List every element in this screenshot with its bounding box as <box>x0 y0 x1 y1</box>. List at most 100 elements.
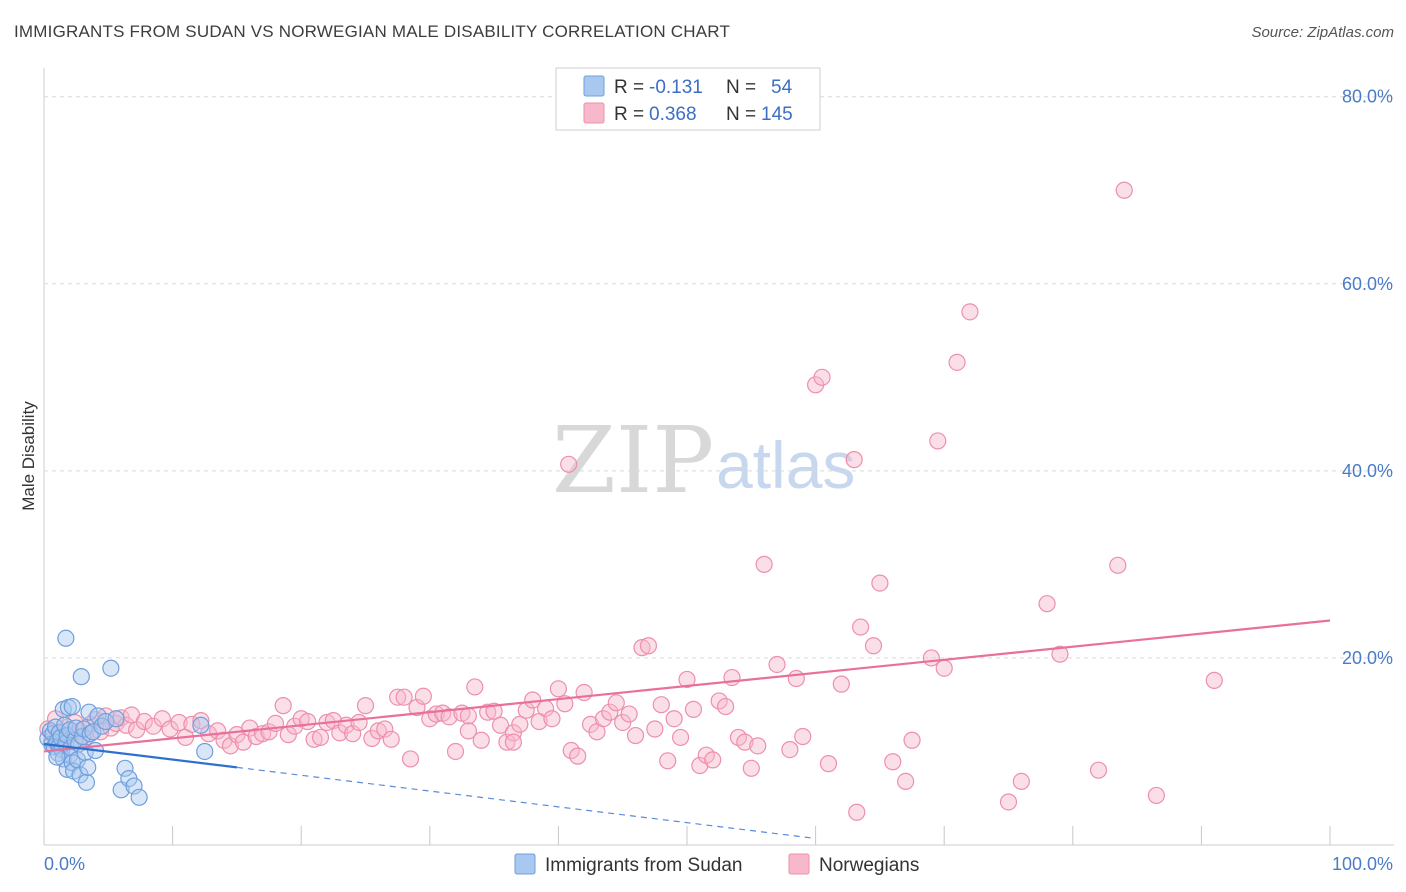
norwegians-point <box>170 713 188 732</box>
sudan-point <box>77 773 96 791</box>
norwegians-point <box>929 432 947 450</box>
norwegians-point <box>813 368 831 386</box>
norwegians-point <box>459 707 477 725</box>
norwegians-point <box>633 639 651 657</box>
sudan-point <box>125 777 143 795</box>
y-tick-label: 20.0% <box>1342 648 1393 668</box>
norwegians-point <box>1205 671 1223 689</box>
norwegians-point <box>274 697 292 715</box>
norwegians-point <box>665 710 683 728</box>
norwegians-point <box>749 737 767 755</box>
norwegians-point <box>678 670 696 689</box>
sudan-point <box>57 629 75 647</box>
norwegians-points <box>39 181 1223 821</box>
norwegians-point <box>935 659 953 677</box>
chart-title: IMMIGRANTS FROM SUDAN VS NORWEGIAN MALE … <box>14 22 731 41</box>
norwegians-point <box>781 740 799 759</box>
norwegians-point <box>472 731 490 749</box>
norwegians-point <box>504 733 522 751</box>
norwegians-trend-line <box>43 619 1331 753</box>
legend-n-label-norwegians: N = <box>726 104 756 125</box>
bottom-legend-swatch-norwegians <box>788 853 810 875</box>
norwegians-point <box>607 694 625 712</box>
norwegians-point <box>466 678 484 696</box>
x-tick-label-max: 100.0% <box>1332 854 1393 874</box>
norwegians-point <box>395 688 413 706</box>
norwegians-point <box>716 697 735 716</box>
norwegians-point <box>549 680 568 698</box>
legend-r-value-sudan: -0.131 <box>649 77 703 98</box>
y-tick-labels: 20.0% 40.0% 60.0% 80.0% <box>1342 87 1393 668</box>
watermark-zip: ZIP <box>552 407 714 514</box>
norwegians-point <box>999 793 1018 811</box>
norwegians-point <box>961 303 979 321</box>
trend-lines <box>43 619 1331 840</box>
norwegians-point <box>684 700 703 718</box>
norwegians-point <box>671 728 690 747</box>
norwegians-point <box>491 716 510 734</box>
norwegians-point <box>768 655 786 674</box>
norwegians-point <box>1012 772 1030 790</box>
norwegians-point <box>864 637 883 655</box>
norwegians-point <box>832 675 850 693</box>
norwegians-point <box>192 711 210 730</box>
sudan-trend-extension <box>236 766 816 840</box>
norwegians-point <box>569 747 587 765</box>
norwegians-point <box>787 669 805 688</box>
norwegians-point <box>1147 786 1165 805</box>
norwegians-point <box>819 755 838 773</box>
norwegians-point <box>922 649 940 667</box>
legend-n-label-sudan: N = <box>726 77 756 98</box>
bottom-legend-label-norwegians: Norwegians <box>819 855 919 876</box>
sudan-point <box>196 742 214 761</box>
y-axis-label: Male Disability <box>19 401 38 511</box>
sudan-point <box>130 788 148 806</box>
norwegians-point <box>646 720 664 738</box>
norwegians-point <box>485 702 503 720</box>
norwegians-point <box>652 696 670 714</box>
norwegians-point <box>903 731 921 749</box>
norwegians-point <box>594 710 613 728</box>
x-tick-marks <box>43 826 1331 845</box>
norwegians-point <box>183 715 201 733</box>
sudan-point <box>192 716 210 734</box>
norwegians-point <box>626 726 645 745</box>
norwegians-point <box>794 727 812 746</box>
gridlines <box>44 96 1394 659</box>
norwegians-point <box>299 712 317 731</box>
norwegians-point <box>459 722 477 740</box>
sudan-point <box>116 759 134 777</box>
norwegians-point <box>543 710 561 728</box>
norwegians-point <box>311 728 330 747</box>
norwegians-point <box>498 733 516 751</box>
legend: R = -0.131 N = 54 R = 0.368 N = 145 <box>555 67 821 131</box>
legend-r-label-norwegians: R = <box>614 104 644 125</box>
norwegians-point <box>1089 761 1108 779</box>
norwegians-point <box>659 752 677 770</box>
sudan-point <box>72 668 90 686</box>
sudan-point <box>84 723 102 741</box>
norwegians-point <box>369 722 387 740</box>
norwegians-point <box>845 451 863 469</box>
norwegians-point <box>723 668 741 687</box>
bottom-legend-swatch-sudan <box>514 853 536 875</box>
norwegians-point <box>848 803 866 821</box>
norwegians-point <box>401 750 420 768</box>
norwegians-point <box>620 705 638 723</box>
norwegians-point <box>852 618 870 636</box>
norwegians-point <box>560 455 578 473</box>
sudan-point <box>102 659 120 677</box>
norwegians-point <box>446 742 465 761</box>
norwegians-point <box>639 637 658 655</box>
norwegians-point <box>1051 645 1069 663</box>
norwegians-point <box>356 697 375 715</box>
norwegians-point <box>948 353 966 371</box>
sudan-trend-line <box>43 742 238 769</box>
norwegians-point <box>376 720 394 738</box>
legend-n-value-sudan: 54 <box>771 77 793 98</box>
legend-n-value-norwegians: 145 <box>761 104 793 125</box>
norwegians-point <box>305 730 323 748</box>
source-label: Source: ZipAtlas.com <box>1251 24 1394 41</box>
legend-r-value-norwegians: 0.368 <box>649 104 697 125</box>
